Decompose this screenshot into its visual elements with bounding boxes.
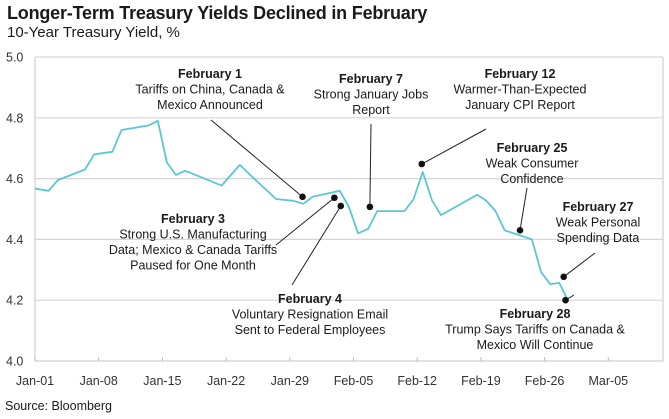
x-tick-label: Feb-19 — [461, 374, 501, 388]
annotation-february-4: February 4 Voluntary Resignation EmailSen… — [232, 202, 388, 337]
annotation-date: February 3 — [161, 212, 225, 226]
chart-title: Longer-Term Treasury Yields Declined in … — [7, 3, 428, 23]
source-note: Source: Bloomberg — [5, 399, 113, 413]
x-axis-ticks: Jan-01 Jan-08 Jan-15 Jan-22 Jan-29 Feb-05 Feb-… — [16, 357, 628, 388]
y-tick-label: 5.0 — [6, 51, 23, 65]
annotation-text: Report — [352, 103, 390, 117]
x-tick-label: Feb-05 — [334, 374, 374, 388]
annotation-date: February 12 — [485, 67, 556, 81]
annotation-february-28: February 28 Trump Says Tariffs on Canada … — [445, 294, 626, 352]
leader-line — [275, 197, 335, 246]
annotation-text: Mexico Announced — [157, 98, 263, 112]
annotation-february-1: February 1 Tariffs on China, Canada &Mexi… — [135, 67, 306, 201]
chart-subtitle: 10-Year Treasury Yield, % — [7, 24, 180, 41]
annotation-date: February 1 — [178, 67, 242, 81]
x-tick-label: Feb-26 — [525, 374, 565, 388]
x-tick-label: Jan-15 — [143, 374, 181, 388]
annotation-text: Voluntary Resignation Email — [232, 308, 388, 322]
annotation-text: Confidence — [500, 172, 563, 186]
y-tick-label: 4.6 — [6, 172, 23, 186]
event-marker — [560, 273, 568, 281]
leader-line — [563, 252, 596, 278]
annotation-text: Data; Mexico & Canada Tariffs — [109, 243, 277, 257]
axes — [34, 57, 664, 362]
x-tick-label: Feb-12 — [397, 374, 437, 388]
annotation-text: Weak Personal — [556, 216, 641, 230]
leader-line — [369, 123, 372, 207]
annotation-text: Strong January Jobs — [314, 88, 429, 102]
y-tick-label: 4.0 — [6, 355, 23, 369]
y-tick-label: 4.8 — [6, 111, 23, 125]
annotation-text: January CPI Report — [465, 98, 575, 112]
event-marker — [516, 226, 524, 234]
annotation-february-3: February 3 Strong U.S. ManufacturingData;… — [109, 194, 338, 273]
series-group — [34, 119, 569, 300]
leader-line — [291, 205, 342, 286]
leader-line — [210, 119, 303, 198]
annotation-text: Spending Data — [557, 231, 640, 245]
x-tick-label: Jan-01 — [16, 374, 54, 388]
event-marker — [337, 202, 345, 210]
annotation-text: Sent to Federal Employees — [235, 323, 386, 337]
leader-line — [421, 128, 487, 165]
event-marker — [366, 203, 374, 211]
leader-line — [519, 187, 528, 231]
annotation-text: Strong U.S. Manufacturing — [119, 228, 266, 242]
annotation-text: Mexico Will Continue — [477, 338, 594, 352]
y-tick-label: 4.2 — [6, 294, 23, 308]
annotation-text: Warmer-Than-Expected — [454, 83, 587, 97]
event-marker — [331, 194, 338, 202]
event-marker — [562, 296, 569, 304]
annotation-date: February 7 — [339, 72, 403, 86]
annotation-text: Paused for One Month — [130, 259, 256, 273]
x-tick-label: Jan-08 — [80, 374, 118, 388]
event-marker — [418, 160, 426, 168]
x-tick-label: Mar-05 — [589, 374, 629, 388]
yield-line — [34, 119, 569, 300]
x-tick-label: Jan-29 — [271, 374, 309, 388]
annotation-date: February 27 — [563, 200, 634, 214]
event-marker — [299, 193, 306, 201]
annotation-date: February 25 — [497, 141, 568, 155]
annotation-date: February 4 — [278, 292, 342, 306]
annotation-text: Weak Consumer — [486, 157, 579, 171]
gridlines — [35, 56, 663, 301]
annotation-text: Tariffs on China, Canada & — [135, 83, 285, 97]
annotation-date: February 28 — [500, 307, 571, 321]
y-axis-ticks: 4.0 4.2 4.4 4.6 4.8 5.0 — [6, 51, 23, 369]
annotation-text: Trump Says Tariffs on Canada & — [445, 323, 625, 337]
y-tick-label: 4.4 — [6, 233, 23, 247]
x-tick-label: Jan-22 — [207, 374, 245, 388]
